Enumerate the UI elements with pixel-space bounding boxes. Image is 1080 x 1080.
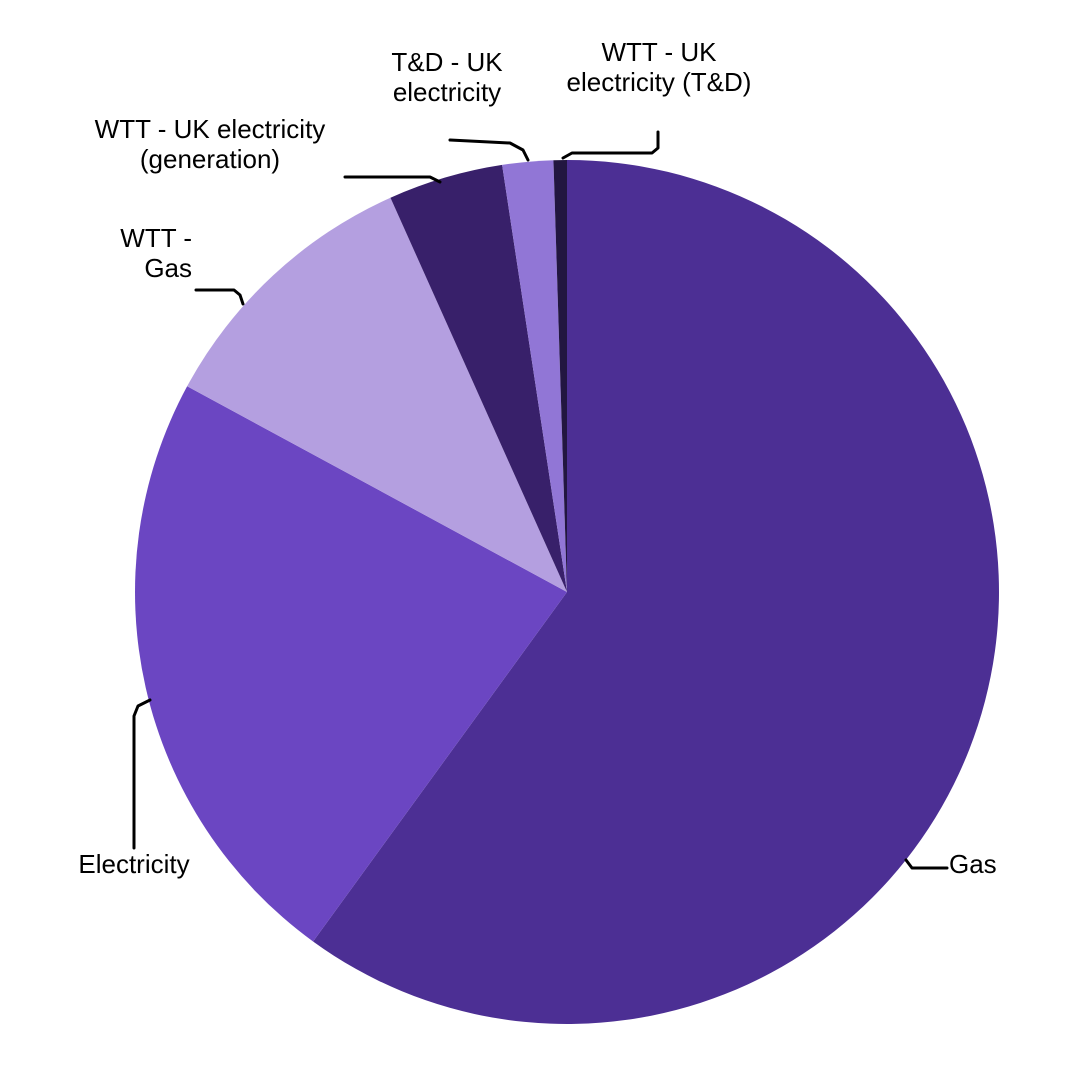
slice-label-line: WTT - UK electricity [95, 114, 326, 144]
slice-label-tandd-uk-electricity: T&D - UK electricity [391, 47, 503, 107]
leader-line-electricity [132, 698, 152, 850]
leader-line-tandd-uk-electricity [448, 138, 530, 162]
slice-label-wtt-gas: WTT -Gas [120, 223, 192, 283]
pie-slices [135, 159, 999, 1024]
slice-label-wtt-uk-electricity-generation: WTT - UK electricity (generation) [95, 114, 326, 174]
slice-label-line: electricity (T&D) [567, 67, 752, 97]
pie-slice-wtt-gas [187, 197, 567, 592]
slice-label-gas: Gas [949, 849, 997, 879]
slice-label-line: electricity [393, 77, 501, 107]
leader-line-gas [904, 858, 949, 870]
pie-slice-gas [313, 160, 999, 1024]
slice-label-wtt-uk-electricity-tandd: WTT - UK electricity (T&D) [567, 37, 752, 97]
slice-label-line: WTT - [120, 223, 192, 253]
leader-lines [132, 130, 949, 870]
slice-label-line: Gas [144, 253, 192, 283]
pie-slice-electricity [135, 386, 567, 942]
leader-line-wtt-uk-electricity-tandd [561, 130, 660, 160]
pie-slice-wtt-uk-electricity-tandd [553, 159, 567, 592]
pie-slice-tandd-uk-electricity [502, 160, 567, 592]
leader-line-wtt-uk-electricity-generation [343, 175, 442, 184]
slice-label-line: WTT - UK [601, 37, 717, 67]
slice-label-line: Electricity [78, 849, 189, 879]
slice-label-line: T&D - UK [391, 47, 503, 77]
leader-line-wtt-gas [194, 288, 245, 306]
slice-label-line: Gas [949, 849, 997, 879]
slice-label-line: (generation) [140, 144, 280, 174]
pie-slice-wtt-uk-electricity-generation [390, 164, 567, 592]
slice-label-electricity: Electricity [78, 849, 189, 879]
